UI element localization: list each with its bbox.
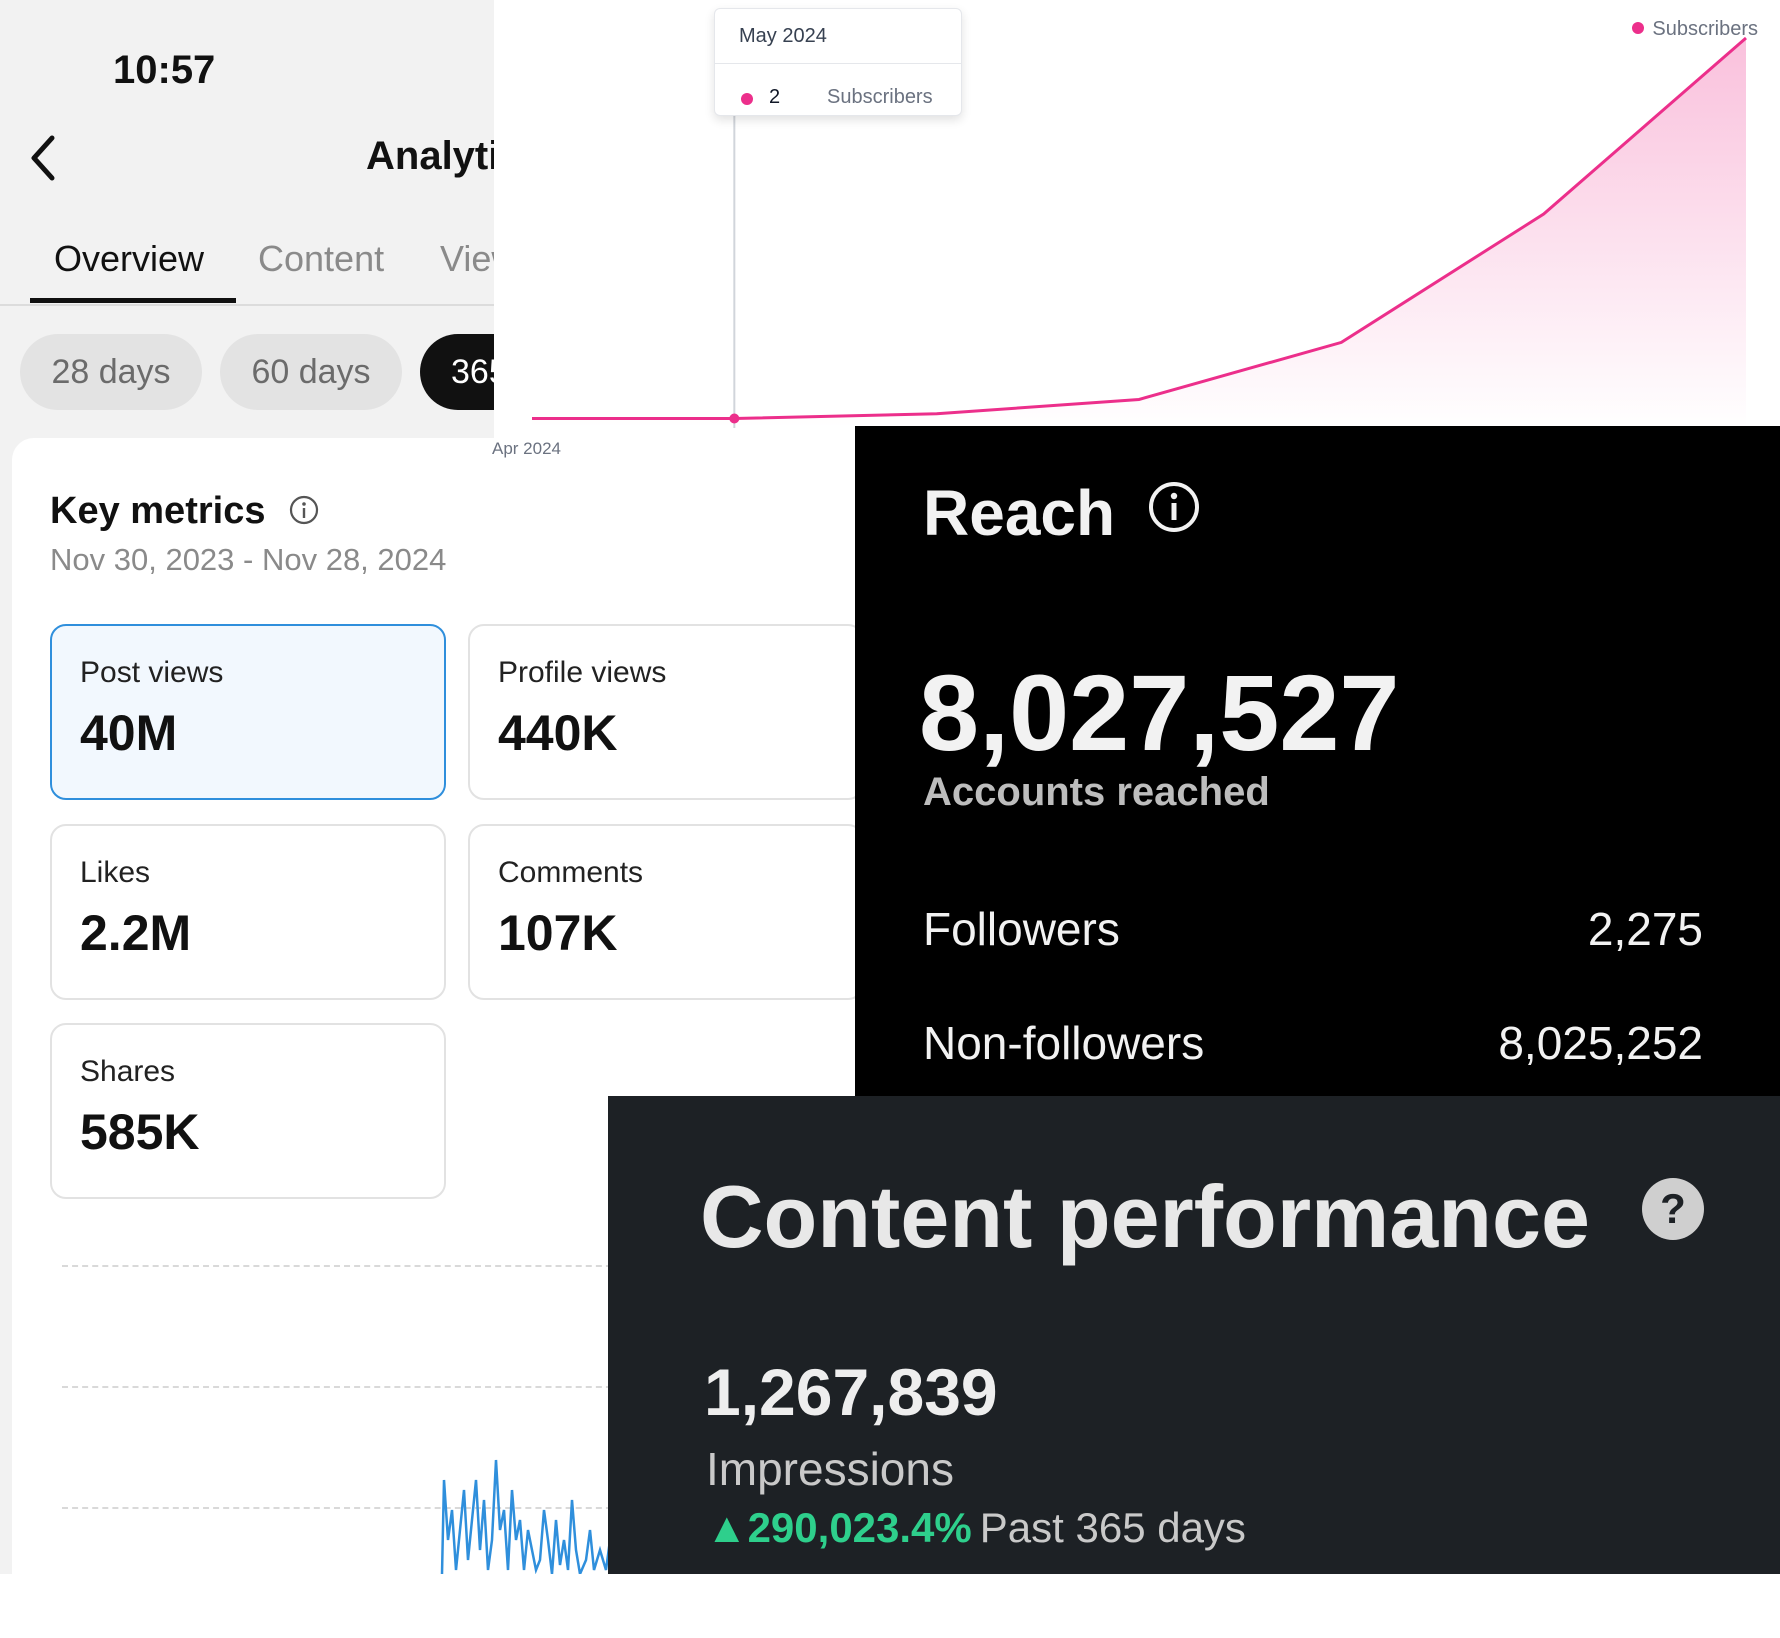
metric-label: Shares: [80, 1055, 176, 1088]
metric-card-comments[interactable]: Comments 107K: [468, 824, 864, 1000]
sparkline-series: [440, 1459, 618, 1574]
help-icon[interactable]: ?: [1640, 1176, 1706, 1242]
content-performance-panel: Content performance ? 1,267,839 Impressi…: [608, 1096, 1780, 1574]
tooltip-value: 2: [769, 86, 781, 108]
metric-card-likes[interactable]: Likes 2.2M: [50, 824, 446, 1000]
metric-value: 107K: [498, 905, 618, 961]
metric-value: 585K: [80, 1104, 200, 1160]
impressions-change: ▲290,023.4% Past 365 days: [706, 1504, 1246, 1552]
reach-title: Reach: [923, 477, 1116, 549]
reach-panel: Reach 8,027,527 Accounts reached Followe…: [855, 426, 1780, 1096]
change-period: Past 365 days: [979, 1504, 1246, 1551]
subscribers-point: [729, 413, 740, 424]
active-tab-indicator: [30, 298, 236, 303]
impressions-label: Impressions: [706, 1443, 954, 1495]
subscribers-chart-panel: Subscribers May 2024 2 Subscribers Apr 2…: [492, 0, 1780, 466]
metric-label: Post views: [80, 656, 224, 689]
metric-value: 440K: [498, 705, 618, 761]
metric-label: Profile views: [498, 656, 667, 689]
legend-label: Subscribers: [1652, 18, 1758, 40]
change-percentage: ▲290,023.4%: [706, 1504, 972, 1551]
accounts-reached-label: Accounts reached: [923, 770, 1270, 814]
status-bar-time: 10:57: [113, 48, 216, 92]
metric-label: Likes: [80, 856, 151, 889]
content-performance-title: Content performance: [700, 1167, 1590, 1266]
reach-row-value: 2,275: [1587, 903, 1703, 955]
info-icon[interactable]: [1147, 480, 1201, 534]
chevron-left-icon: [31, 135, 55, 181]
tab-overview[interactable]: Overview: [54, 238, 205, 279]
tooltip-month: May 2024: [739, 25, 827, 47]
range-60-days-button[interactable]: 60 days: [220, 334, 402, 410]
legend-swatch: [1632, 22, 1645, 34]
accounts-reached-value: 8,027,527: [919, 652, 1400, 773]
metric-card-profile-views[interactable]: Profile views 440K: [468, 624, 864, 800]
chart-gridline: [62, 1265, 622, 1267]
metric-label: Comments: [498, 856, 644, 889]
reach-row-value: 8,025,252: [1498, 1017, 1703, 1069]
chart-gridline: [62, 1386, 622, 1388]
x-axis-tick-label: Apr 2024: [492, 439, 561, 458]
impressions-value: 1,267,839: [704, 1355, 998, 1429]
chart-legend[interactable]: Subscribers: [1632, 18, 1758, 41]
chart-tooltip: May 2024 2 Subscribers: [714, 8, 962, 116]
key-metrics-title: Key metrics: [50, 490, 266, 532]
metric-card-post-views[interactable]: Post views 40M: [50, 624, 446, 800]
info-icon[interactable]: [288, 494, 320, 526]
reach-row-label: Non-followers: [923, 1017, 1205, 1069]
tooltip-divider: [715, 63, 961, 64]
tooltip-series-dot: [741, 93, 753, 105]
svg-text:?: ?: [1660, 1185, 1686, 1232]
metric-value: 2.2M: [80, 905, 192, 961]
key-metrics-date-range: Nov 30, 2023 - Nov 28, 2024: [50, 542, 447, 577]
metric-card-shares[interactable]: Shares 585K: [50, 1023, 446, 1199]
tooltip-series-name: Subscribers: [827, 86, 933, 108]
subscribers-area: [532, 38, 1746, 429]
post-views-sparkline: [440, 1459, 618, 1574]
range-28-days-button[interactable]: 28 days: [20, 334, 202, 410]
chart-gridline: [62, 1507, 622, 1509]
back-button[interactable]: [24, 130, 64, 186]
subscribers-area-chart: [532, 36, 1747, 429]
metric-value: 40M: [80, 705, 178, 761]
reach-row-label: Followers: [923, 903, 1120, 955]
tab-content[interactable]: Content: [258, 238, 385, 279]
